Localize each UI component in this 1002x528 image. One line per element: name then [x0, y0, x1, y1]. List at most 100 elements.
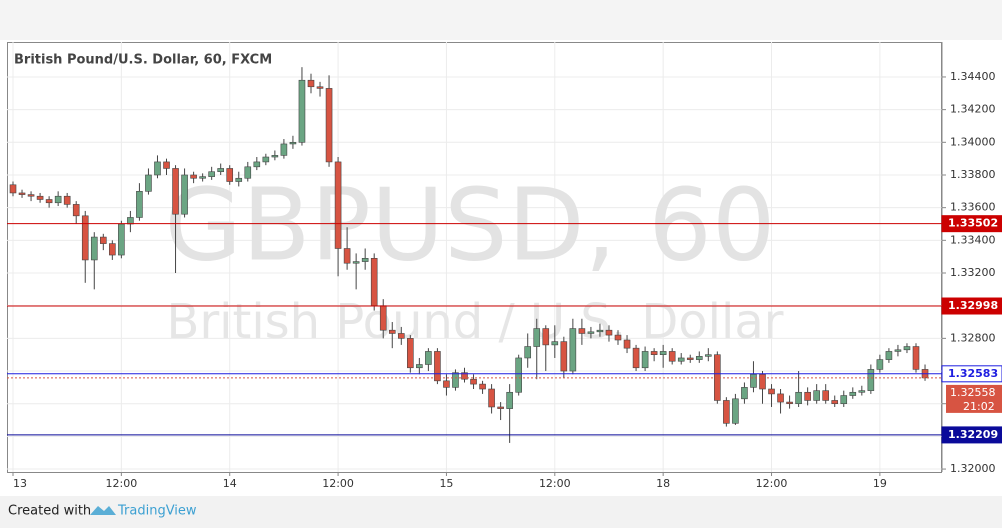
y-tick-label: 1.32000	[950, 462, 996, 475]
candle-body	[596, 329, 604, 333]
candle-body	[479, 383, 486, 390]
candle-body	[506, 391, 513, 409]
candle-body	[343, 248, 351, 264]
candle-body	[858, 390, 866, 393]
candle-body	[81, 215, 89, 261]
candle-body	[786, 401, 793, 405]
candle-body	[894, 349, 902, 352]
candle-body	[686, 357, 694, 360]
candle-body	[352, 261, 360, 264]
candle-body	[163, 161, 170, 169]
candle-body	[515, 357, 522, 393]
candle-body	[334, 161, 342, 249]
level-label-box	[941, 297, 1002, 315]
watermark-subtitle: British Pound / U.S. Dollar	[167, 294, 784, 350]
candle-body	[668, 351, 676, 362]
candle-body	[912, 346, 920, 370]
candle-body	[569, 328, 577, 372]
candle-body	[677, 357, 685, 362]
x-tick-label: 12:00	[539, 477, 571, 490]
candle-body	[307, 79, 315, 88]
candle-body	[533, 328, 541, 347]
candle-body	[145, 174, 152, 192]
candle-body	[705, 354, 712, 357]
candle-body	[199, 176, 206, 179]
level-label-box	[941, 215, 1002, 233]
candle-body	[226, 168, 234, 182]
candle-body	[650, 351, 658, 355]
candle-body	[262, 156, 270, 163]
candle-body	[298, 79, 306, 143]
candle-body	[903, 346, 911, 351]
footer-text: Created with	[8, 504, 91, 519]
candles	[7, 67, 942, 443]
candle-body	[118, 223, 125, 256]
x-tick-label: 12:00	[322, 477, 354, 490]
candle-body	[316, 86, 324, 89]
candle-body	[587, 331, 595, 334]
x-tick-label: 12:00	[756, 477, 788, 490]
x-tick-label: 18	[656, 477, 670, 490]
candle-body	[271, 155, 279, 158]
grid	[7, 42, 942, 472]
plot-area	[7, 42, 942, 473]
candle-body	[452, 372, 459, 388]
candle-body	[244, 166, 252, 179]
candle-body	[397, 333, 405, 339]
level-label: 1.32583	[948, 367, 998, 380]
candle-body	[623, 339, 631, 349]
candle-body	[750, 374, 757, 388]
level-label: 1.32998	[948, 299, 998, 312]
candle-body	[27, 194, 35, 197]
candle-body	[253, 161, 261, 168]
candle-body	[849, 391, 857, 396]
candle-body	[831, 400, 839, 405]
last-price-label: 1.32558	[950, 386, 996, 399]
candle-body	[470, 378, 477, 385]
candle-body	[361, 258, 369, 262]
x-tick-label: 13	[13, 477, 27, 490]
candle-body	[741, 387, 748, 400]
y-tick-label: 1.32800	[950, 331, 996, 344]
candle-body	[840, 395, 848, 405]
candle-body	[36, 195, 44, 200]
footer-brand[interactable]: TradingView	[117, 504, 197, 519]
candle-body	[443, 380, 450, 388]
candle-body	[136, 191, 143, 218]
candle-body	[154, 161, 161, 176]
candle-body	[407, 338, 414, 369]
candle-body	[172, 168, 179, 215]
candle-body	[190, 174, 197, 179]
candle-body	[181, 174, 188, 215]
candle-body	[488, 388, 495, 408]
candle-body	[524, 346, 532, 359]
candle-body	[370, 258, 378, 306]
level-label-box	[941, 426, 1002, 444]
x-tick-label: 15	[439, 477, 453, 490]
candle-body	[45, 199, 53, 204]
tradingview-logo	[90, 506, 116, 515]
candle-body	[235, 177, 243, 182]
candle-body	[542, 328, 550, 346]
candle-body	[497, 406, 504, 409]
candle-body	[551, 341, 559, 346]
candle-body	[777, 393, 784, 403]
candle-body	[54, 195, 62, 204]
candle-body	[379, 305, 387, 331]
candle-body	[732, 398, 739, 424]
toolbar-strip	[0, 0, 1002, 40]
candle-body	[560, 341, 568, 372]
y-tick-label: 1.34000	[950, 135, 996, 148]
candle-body	[208, 171, 215, 177]
candle-body	[127, 217, 134, 225]
level-label-box	[941, 365, 1002, 383]
footer-bar	[0, 496, 1002, 528]
candle-body	[461, 372, 468, 380]
candle-body	[614, 334, 622, 341]
candle-body	[217, 168, 224, 173]
candle-body	[578, 328, 586, 334]
watermark: GBPUSD, 60	[165, 166, 776, 283]
last-price-box	[946, 384, 1002, 413]
candle-body	[72, 204, 80, 217]
